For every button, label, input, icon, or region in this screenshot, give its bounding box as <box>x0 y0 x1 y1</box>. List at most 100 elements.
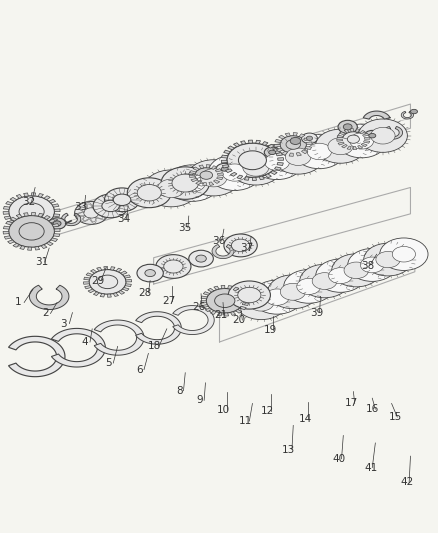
Ellipse shape <box>19 223 44 240</box>
Polygon shape <box>278 135 284 139</box>
Ellipse shape <box>9 215 54 247</box>
Polygon shape <box>265 174 271 177</box>
Polygon shape <box>248 140 252 143</box>
Polygon shape <box>304 147 311 150</box>
Polygon shape <box>360 143 367 147</box>
Text: 15: 15 <box>388 412 401 422</box>
Ellipse shape <box>392 246 414 262</box>
Polygon shape <box>189 171 196 174</box>
Ellipse shape <box>283 270 333 303</box>
Ellipse shape <box>264 147 279 158</box>
Polygon shape <box>24 193 28 197</box>
Text: 9: 9 <box>196 395 203 406</box>
Polygon shape <box>274 167 281 171</box>
Polygon shape <box>215 168 221 172</box>
Text: 26: 26 <box>191 302 205 312</box>
Ellipse shape <box>279 136 306 154</box>
Polygon shape <box>216 177 223 180</box>
Polygon shape <box>122 287 129 291</box>
Text: 6: 6 <box>136 365 143 375</box>
Polygon shape <box>16 214 22 218</box>
Ellipse shape <box>161 167 209 199</box>
Ellipse shape <box>84 208 99 218</box>
Polygon shape <box>13 244 19 247</box>
Polygon shape <box>274 139 281 142</box>
Text: 13: 13 <box>282 445 295 455</box>
Polygon shape <box>61 213 81 225</box>
Ellipse shape <box>113 194 131 206</box>
Text: 10: 10 <box>216 405 229 415</box>
Polygon shape <box>107 294 111 297</box>
Text: 27: 27 <box>162 296 175 306</box>
Ellipse shape <box>53 221 61 226</box>
Polygon shape <box>252 177 256 181</box>
Text: 19: 19 <box>263 325 276 335</box>
Polygon shape <box>362 133 368 136</box>
Polygon shape <box>100 294 104 297</box>
Polygon shape <box>32 193 35 196</box>
Ellipse shape <box>299 264 349 298</box>
Polygon shape <box>293 133 297 136</box>
Polygon shape <box>49 199 56 203</box>
Polygon shape <box>255 140 260 144</box>
Ellipse shape <box>74 201 108 224</box>
Polygon shape <box>276 163 283 165</box>
Polygon shape <box>208 182 213 185</box>
Polygon shape <box>346 146 350 150</box>
Polygon shape <box>54 209 60 212</box>
Polygon shape <box>213 180 219 183</box>
Ellipse shape <box>194 168 217 183</box>
Ellipse shape <box>285 148 310 165</box>
Polygon shape <box>223 150 230 154</box>
Text: 8: 8 <box>175 386 182 395</box>
Ellipse shape <box>343 262 368 279</box>
Polygon shape <box>240 141 245 144</box>
Polygon shape <box>13 223 19 228</box>
Polygon shape <box>53 214 60 217</box>
Polygon shape <box>38 193 43 197</box>
Ellipse shape <box>301 133 317 143</box>
Polygon shape <box>10 217 17 221</box>
Ellipse shape <box>163 260 183 273</box>
Ellipse shape <box>248 294 273 311</box>
Polygon shape <box>337 142 343 145</box>
Polygon shape <box>135 312 181 344</box>
Ellipse shape <box>293 134 344 168</box>
Ellipse shape <box>342 132 364 147</box>
Polygon shape <box>125 284 131 287</box>
Polygon shape <box>281 151 287 155</box>
Text: 34: 34 <box>117 214 130 224</box>
Polygon shape <box>90 270 96 273</box>
Ellipse shape <box>179 174 205 192</box>
Ellipse shape <box>272 139 323 174</box>
Ellipse shape <box>328 268 352 284</box>
Polygon shape <box>207 288 213 292</box>
Polygon shape <box>7 240 14 244</box>
Polygon shape <box>336 139 342 141</box>
Ellipse shape <box>223 234 257 257</box>
Polygon shape <box>7 220 14 224</box>
Polygon shape <box>172 305 214 335</box>
Polygon shape <box>3 231 9 234</box>
Text: 42: 42 <box>400 478 413 488</box>
Ellipse shape <box>187 160 240 196</box>
Polygon shape <box>28 247 32 251</box>
Text: 35: 35 <box>177 223 191 233</box>
Polygon shape <box>305 142 311 144</box>
Polygon shape <box>274 144 280 147</box>
Polygon shape <box>53 233 60 237</box>
Polygon shape <box>110 266 115 270</box>
Ellipse shape <box>137 184 161 201</box>
Ellipse shape <box>379 238 427 270</box>
Text: 41: 41 <box>364 463 377 473</box>
Polygon shape <box>341 144 346 148</box>
Ellipse shape <box>145 270 155 277</box>
Text: 14: 14 <box>298 414 311 424</box>
Polygon shape <box>382 126 402 139</box>
Ellipse shape <box>336 124 385 158</box>
Ellipse shape <box>221 167 228 171</box>
Text: 38: 38 <box>360 261 374 271</box>
Polygon shape <box>288 153 293 156</box>
Text: 31: 31 <box>35 257 48 267</box>
Polygon shape <box>240 294 247 297</box>
